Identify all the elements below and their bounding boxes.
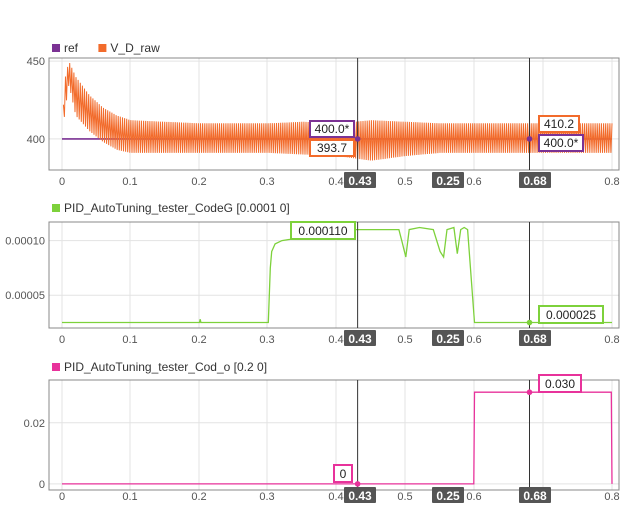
value-tag (538, 134, 584, 152)
cursor-readout[interactable] (519, 487, 551, 503)
cursor-marker (526, 136, 533, 142)
cursor-readout-label: 0.43 (348, 174, 372, 188)
cursor-readout[interactable] (519, 330, 551, 346)
legend-swatch[interactable] (52, 204, 60, 212)
plot-frame (48, 379, 620, 491)
series-line (62, 226, 612, 324)
x-tick-label: 0.6 (466, 491, 481, 503)
chart-panel-3: 00.10.20.30.40.50.60.70.80.020PID_AutoTu… (24, 360, 620, 503)
legend-label[interactable]: ref (64, 41, 79, 55)
cursor-readout[interactable] (344, 172, 376, 188)
cursor-readout[interactable] (432, 172, 464, 188)
x-tick-label: 0.8 (604, 334, 619, 346)
legend-label[interactable]: PID_AutoTuning_tester_Cod_o [0.2 0] (64, 360, 267, 374)
x-tick-label: 0.3 (259, 176, 274, 188)
x-tick-label: 0.4 (328, 334, 343, 346)
y-tick-label: 0 (39, 479, 45, 491)
legend-label[interactable]: V_D_raw (110, 41, 160, 55)
value-tag-label: 400.0* (544, 136, 579, 150)
x-tick-label: 0.1 (122, 334, 137, 346)
cursor-readout-label: 0.68 (523, 489, 547, 503)
legend-swatch[interactable] (52, 44, 60, 52)
cursor-readout[interactable] (432, 330, 464, 346)
cursor-marker (526, 389, 533, 396)
value-tag (538, 305, 604, 324)
value-tag-label: 0.000025 (546, 308, 596, 322)
chart-panel-2: 00.10.20.30.40.50.60.70.80.000100.00005P… (5, 201, 620, 346)
series-line (62, 391, 613, 485)
x-tick-label: 0.1 (122, 176, 137, 188)
y-tick-label: 400 (27, 134, 45, 146)
x-tick-label: 0.8 (604, 176, 619, 188)
cursor-readout-label: 0.68 (523, 174, 547, 188)
cursor-readout[interactable] (519, 172, 551, 188)
value-tag (538, 374, 582, 393)
legend-label[interactable]: PID_AutoTuning_tester_CodeG [0.0001 0] (64, 201, 290, 215)
cursor-readout-label: 0.43 (348, 489, 372, 503)
x-tick-label: 0.6 (466, 334, 481, 346)
x-tick-label: 0.4 (328, 491, 343, 503)
x-tick-label: 0.4 (328, 176, 343, 188)
y-tick-label: 0.02 (24, 418, 45, 430)
x-tick-label: 0.3 (259, 491, 274, 503)
y-tick-label: 450 (27, 56, 45, 68)
x-tick-label: 0 (59, 176, 65, 188)
plot-frame (48, 57, 620, 171)
cursor-marker (354, 136, 361, 142)
x-tick-label: 0.2 (191, 491, 206, 503)
cursor-readout[interactable] (344, 330, 376, 346)
cursor-readout-label: 0.25 (436, 489, 460, 503)
x-tick-label: 0.2 (191, 334, 206, 346)
cursor-marker (354, 481, 361, 487)
cursor-readout-label: 0.68 (523, 332, 547, 346)
value-tag-label: 0.000110 (298, 224, 347, 238)
cursor-readout-label: 0.25 (436, 332, 460, 346)
y-tick-label: 0.00005 (5, 290, 45, 302)
value-tag-label: 393.7 (317, 141, 347, 155)
cursor-readout[interactable] (344, 487, 376, 503)
x-tick-label: 0.2 (191, 176, 206, 188)
value-tag-label: 0 (340, 467, 347, 481)
x-tick-label: 0.3 (259, 334, 274, 346)
value-tag (333, 464, 353, 483)
x-tick-label: 0.5 (397, 491, 412, 503)
legend-swatch[interactable] (52, 363, 60, 371)
cursor-readout-label: 0.43 (348, 332, 372, 346)
value-tag-label: 0.030 (545, 377, 575, 391)
value-tag-label: 410.2 (544, 117, 574, 131)
value-tag (290, 221, 356, 240)
chart-panel-1: 00.10.20.30.40.50.60.70.8450400refV_D_ra… (27, 41, 620, 188)
x-tick-label: 0.1 (122, 491, 137, 503)
value-tag (309, 120, 355, 138)
x-tick-label: 0.5 (397, 334, 412, 346)
value-tag (538, 115, 580, 133)
legend-swatch[interactable] (98, 44, 107, 52)
x-tick-label: 0 (59, 334, 65, 346)
cursor-readout[interactable] (432, 487, 464, 503)
y-tick-label: 0.00010 (5, 236, 45, 248)
x-tick-label: 0.6 (466, 176, 481, 188)
x-tick-label: 0.5 (397, 176, 412, 188)
x-tick-label: 0 (59, 491, 65, 503)
cursor-marker (526, 319, 533, 326)
value-tag-label: 400.0* (315, 122, 350, 136)
value-tag (309, 139, 355, 157)
x-tick-label: 0.8 (604, 491, 619, 503)
cursor-readout-label: 0.25 (436, 174, 460, 188)
